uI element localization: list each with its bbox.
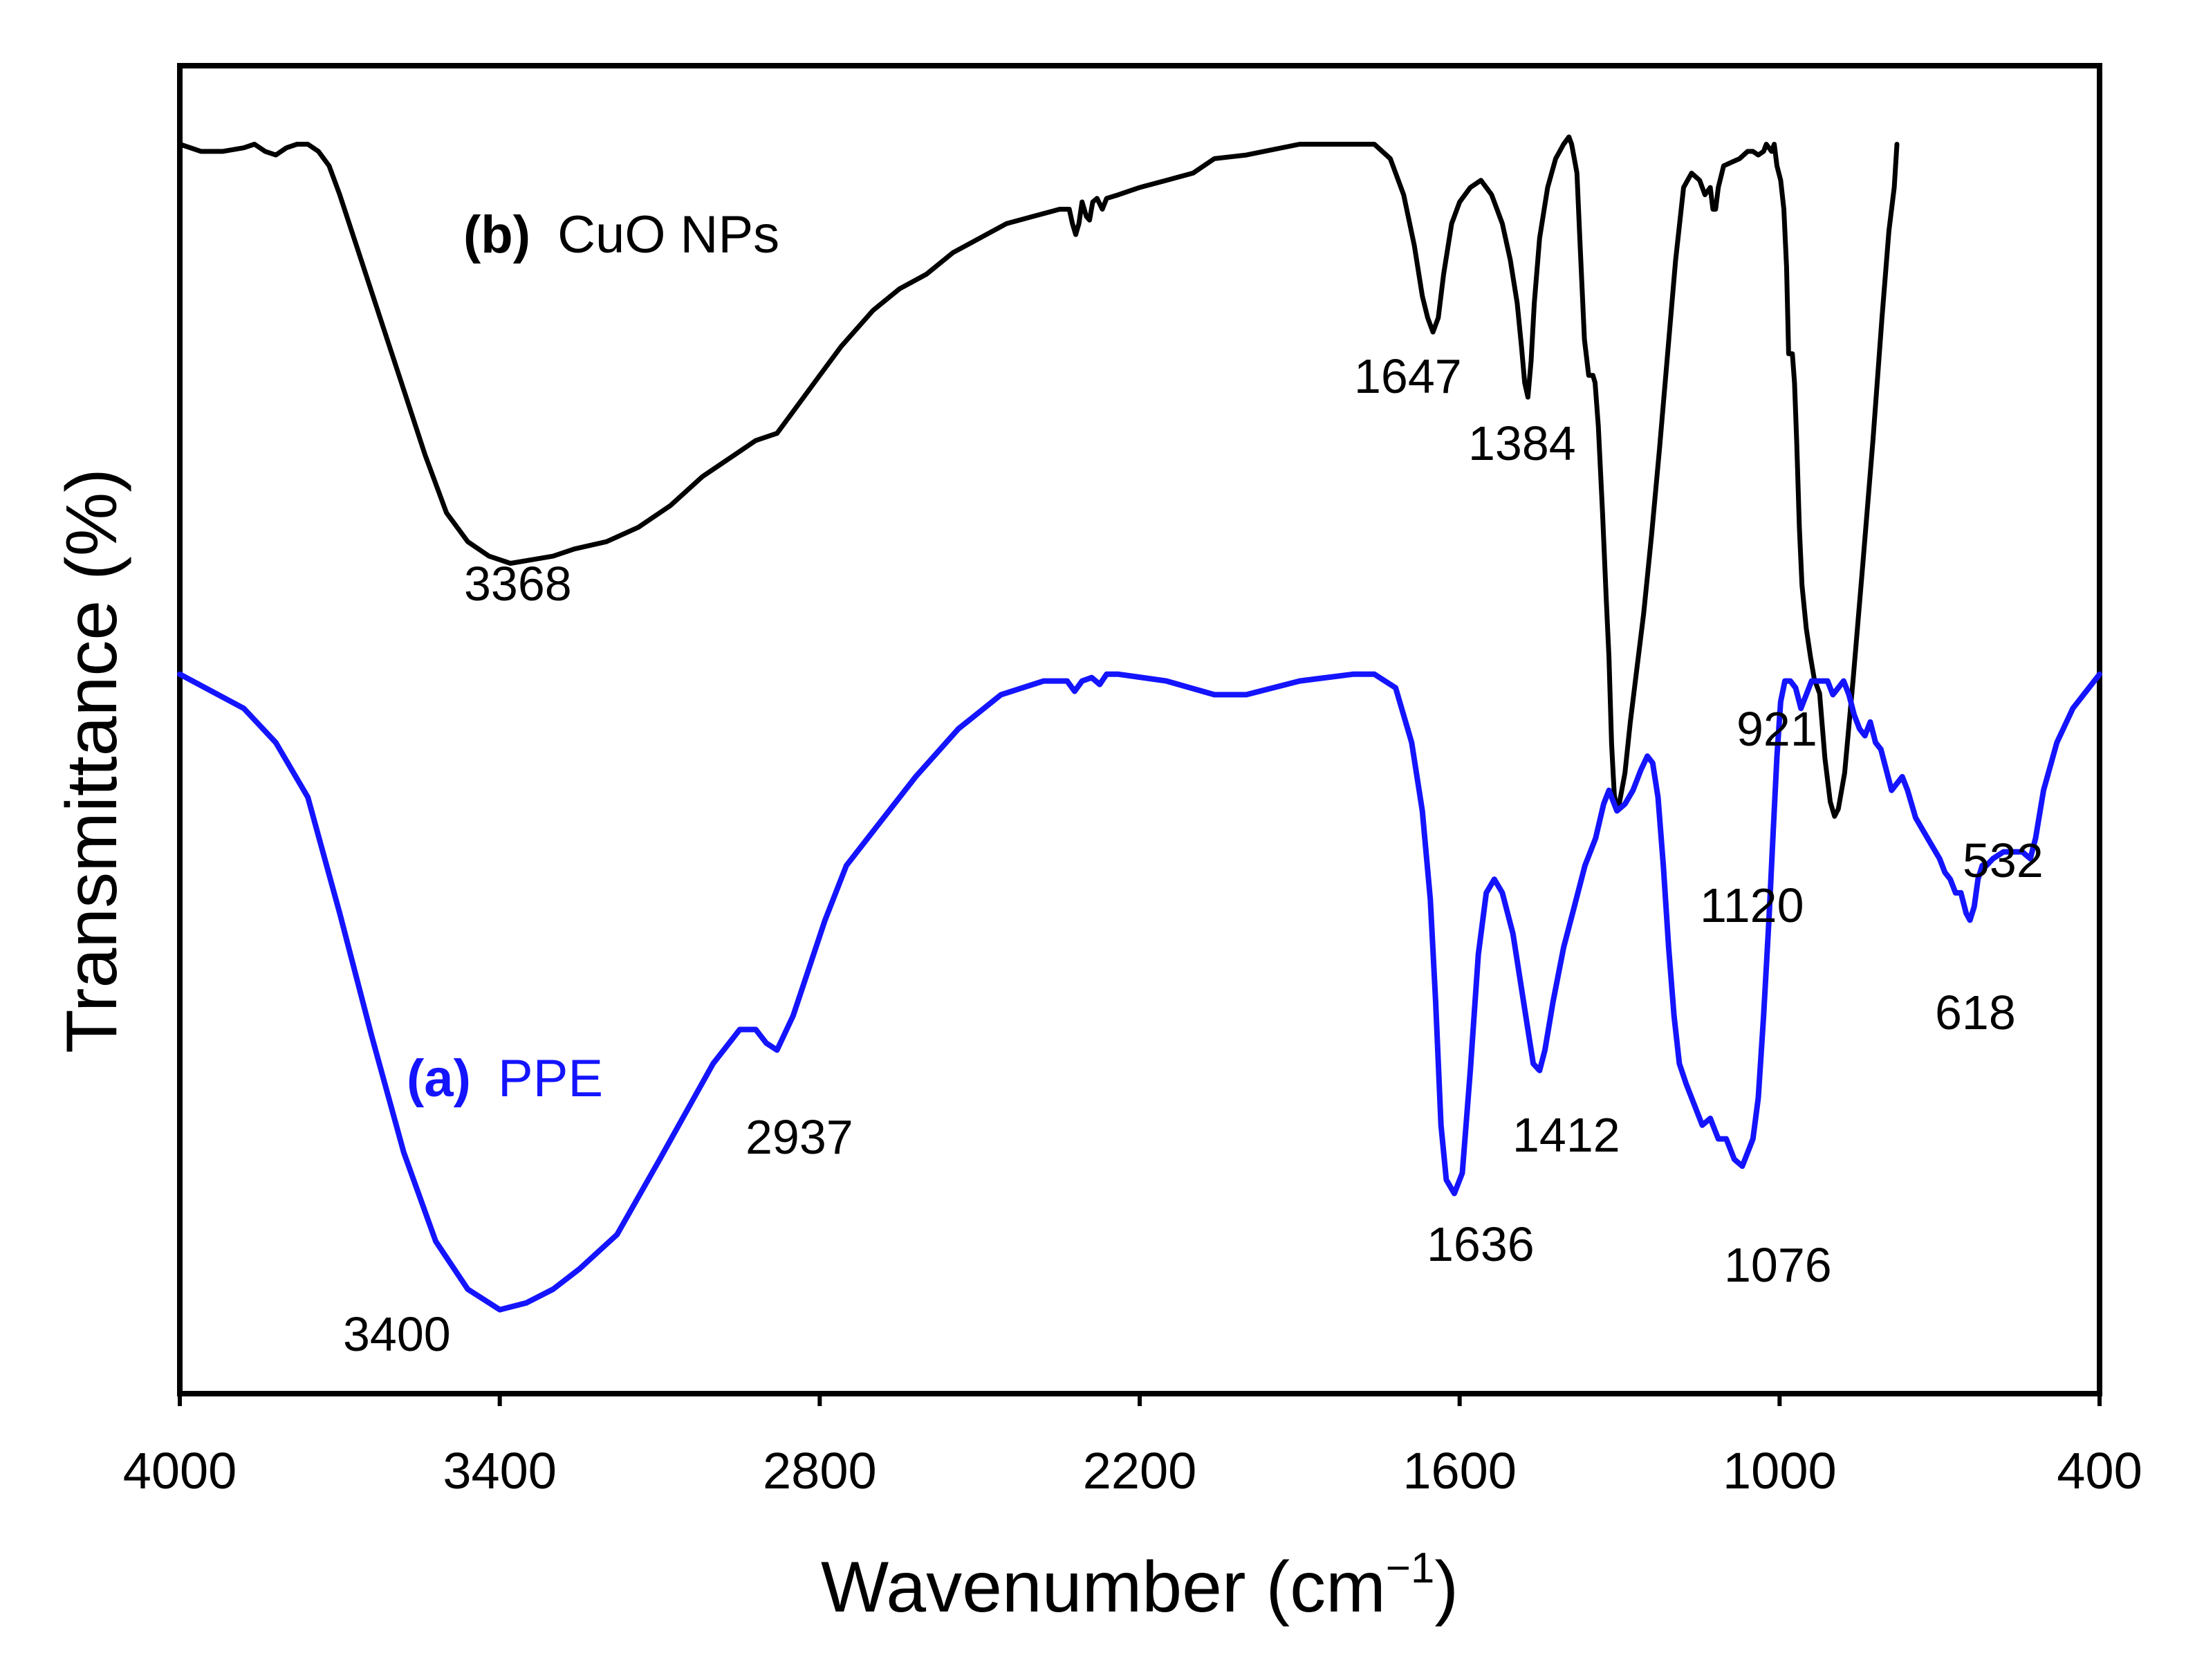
peak-label: 1076 bbox=[1724, 1238, 1832, 1292]
peak-labels: 3368 1647 1384 921 1120 532 2937 3400 16… bbox=[343, 349, 2044, 1361]
peak-label: 921 bbox=[1736, 702, 1817, 756]
y-axis-title: Transmittance (%) bbox=[52, 468, 132, 1053]
x-tick-label: 2800 bbox=[763, 1442, 877, 1499]
x-axis-ticks bbox=[178, 1394, 2102, 1406]
x-axis-title-main: Wavenumber (cm bbox=[821, 1547, 1386, 1627]
peak-label: 1412 bbox=[1512, 1108, 1620, 1162]
peak-label: 1384 bbox=[1468, 416, 1576, 470]
x-tick-label: 3400 bbox=[443, 1442, 557, 1499]
series-letter-a: (a) bbox=[407, 1049, 471, 1108]
x-tick-label: 400 bbox=[2057, 1442, 2142, 1499]
series-label-ppe: (a) PPE bbox=[407, 1049, 603, 1108]
series-label-cuo-nps: (b) CuO NPs bbox=[463, 205, 779, 264]
peak-label: 3368 bbox=[464, 557, 572, 611]
x-axis-title-superscript: −1 bbox=[1386, 1544, 1435, 1592]
series-line-cuo-nps bbox=[177, 134, 1900, 819]
peak-label: 1636 bbox=[1427, 1217, 1535, 1271]
peak-label: 618 bbox=[1935, 986, 2016, 1040]
x-tick-label: 2200 bbox=[1083, 1442, 1197, 1499]
peak-label: 532 bbox=[1963, 833, 2044, 887]
peak-label: 1120 bbox=[1700, 878, 1804, 932]
x-axis-tick-labels: 4000 3400 2800 2200 1600 1000 400 bbox=[123, 1442, 2142, 1499]
series-letter-b: (b) bbox=[463, 205, 530, 264]
x-axis-title-close: ) bbox=[1434, 1547, 1458, 1627]
x-tick-label: 4000 bbox=[123, 1442, 237, 1499]
x-tick-label: 1000 bbox=[1723, 1442, 1837, 1499]
series-name-b: CuO NPs bbox=[557, 205, 779, 264]
series-line-ppe bbox=[177, 671, 2102, 1313]
x-axis-title: Wavenumber (cm−1) bbox=[821, 1544, 1458, 1627]
peak-label: 3400 bbox=[343, 1307, 451, 1361]
peak-label: 1647 bbox=[1354, 349, 1462, 403]
x-tick-label: 1600 bbox=[1402, 1442, 1517, 1499]
peak-label: 2937 bbox=[745, 1110, 853, 1164]
series-name-a: PPE bbox=[498, 1049, 603, 1108]
